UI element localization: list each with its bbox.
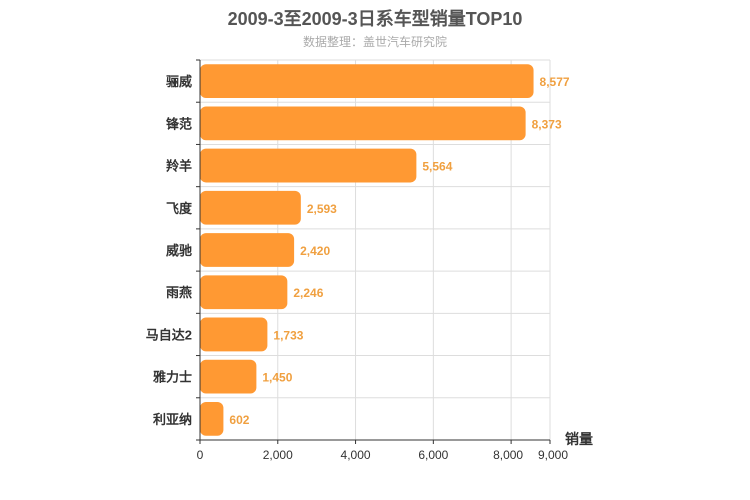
data-label: 2,593 <box>307 202 337 216</box>
bar <box>200 359 257 394</box>
x-tick-label: 2,000 <box>263 448 293 462</box>
x-tick-label: 0 <box>197 448 204 462</box>
bar <box>200 106 526 141</box>
bar <box>200 317 268 352</box>
category-label: 利亚纳 <box>153 412 192 427</box>
bar <box>200 64 534 98</box>
chart-subtitle: 数据整理：盖世汽车研究院 <box>302 35 447 49</box>
data-label: 2,246 <box>293 286 323 300</box>
category-label: 雨燕 <box>166 285 192 300</box>
bar <box>200 233 295 267</box>
data-label: 1,450 <box>262 371 292 385</box>
x-axis-title: 销量 <box>565 431 593 447</box>
bar <box>200 190 301 225</box>
x-tick-label: 4,000 <box>341 448 371 462</box>
data-label: 8,373 <box>532 117 562 131</box>
category-label: 羚羊 <box>166 159 192 174</box>
x-tick-label: 8,000 <box>493 448 523 462</box>
category-label: 雅力士 <box>153 370 192 385</box>
bar <box>200 275 288 310</box>
data-label: 1,733 <box>273 328 303 342</box>
data-label: 2,420 <box>300 244 330 258</box>
category-label: 马自达2 <box>146 327 192 342</box>
data-label: 5,564 <box>422 160 452 174</box>
data-label: 8,577 <box>540 75 570 89</box>
category-label: 威驰 <box>166 243 192 258</box>
x-tick-label: 9,000 <box>538 448 568 462</box>
category-label: 飞度 <box>166 201 193 216</box>
chart-title: 2009-3至2009-3日系车型销量TOP10 <box>227 9 523 29</box>
category-label: 骊威 <box>166 74 192 89</box>
data-label: 602 <box>229 413 249 427</box>
category-label: 锋范 <box>166 116 192 131</box>
bar <box>200 148 417 183</box>
x-tick-label: 6,000 <box>418 448 448 462</box>
bar <box>200 402 224 436</box>
